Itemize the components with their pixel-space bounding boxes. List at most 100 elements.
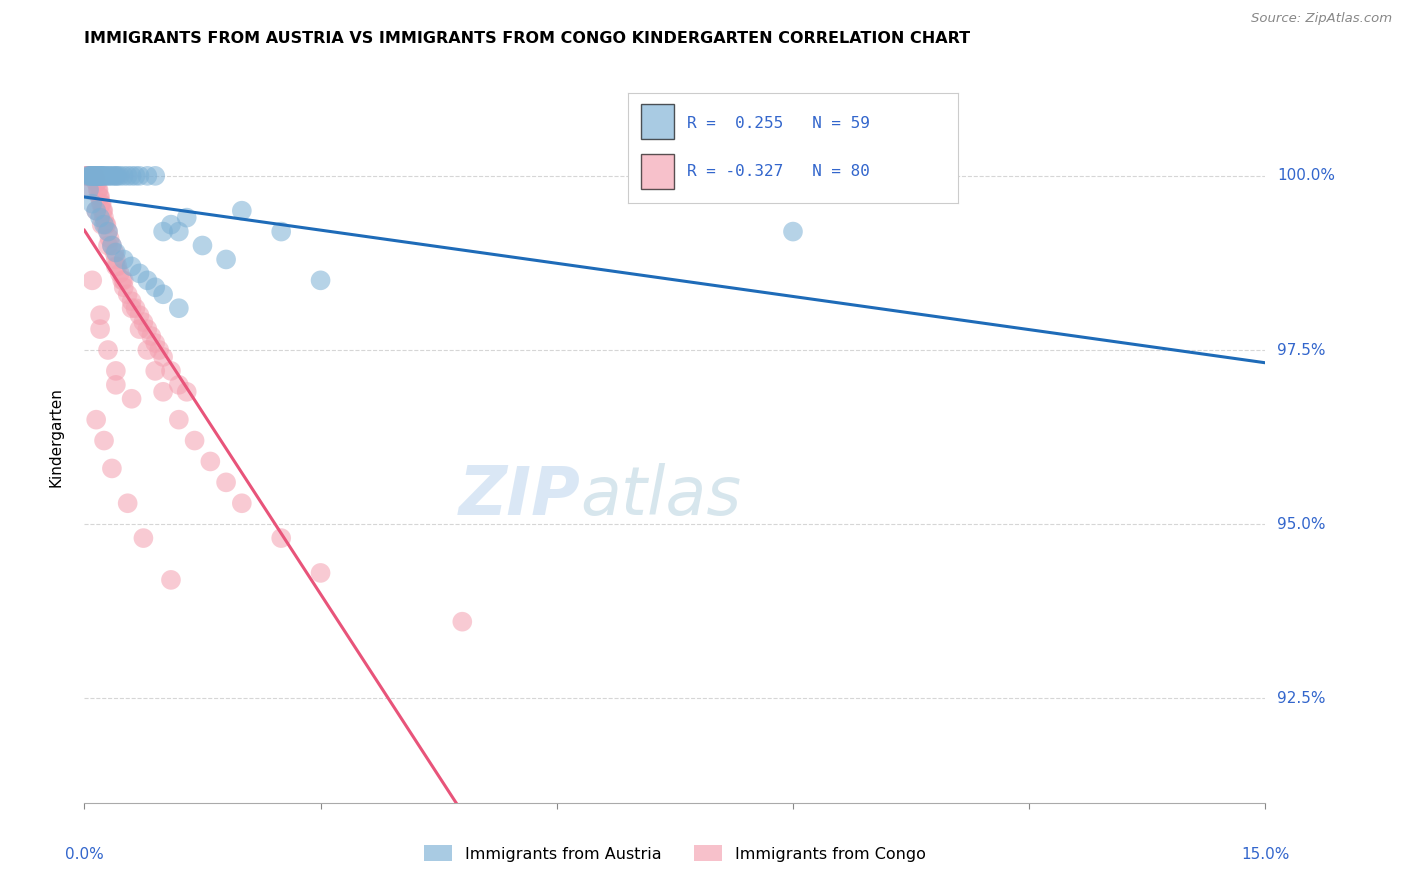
- Point: [77, 183, 100, 197]
- Text: IMMIGRANTS FROM AUSTRIA VS IMMIGRANTS FROM CONGO KINDERGARTEN CORRELATION CHART: IMMIGRANTS FROM AUSTRIA VS IMMIGRANTS FR…: [84, 31, 970, 46]
- Point: [309, 566, 332, 580]
- Point: [84, 169, 107, 183]
- Point: [86, 169, 108, 183]
- Point: [76, 169, 98, 183]
- Point: [82, 169, 104, 183]
- Point: [90, 196, 112, 211]
- Point: [136, 343, 159, 357]
- Text: 95.0%: 95.0%: [1277, 516, 1326, 532]
- FancyBboxPatch shape: [641, 153, 673, 189]
- Point: [98, 231, 121, 245]
- Point: [91, 203, 114, 218]
- Point: [152, 225, 174, 239]
- Point: [160, 218, 183, 232]
- Point: [451, 615, 474, 629]
- Point: [76, 169, 98, 183]
- Point: [79, 169, 101, 183]
- Point: [84, 412, 107, 426]
- Text: Source: ZipAtlas.com: Source: ZipAtlas.com: [1251, 12, 1392, 25]
- Point: [231, 203, 253, 218]
- Point: [96, 218, 118, 232]
- Point: [80, 169, 103, 183]
- Point: [101, 238, 124, 252]
- Point: [270, 531, 292, 545]
- Point: [89, 169, 111, 183]
- Point: [89, 169, 111, 183]
- Point: [112, 273, 135, 287]
- Point: [84, 203, 107, 218]
- Text: 100.0%: 100.0%: [1277, 169, 1336, 184]
- Point: [97, 238, 120, 252]
- FancyBboxPatch shape: [641, 104, 673, 139]
- Point: [200, 454, 222, 468]
- Point: [97, 343, 120, 357]
- Point: [90, 196, 112, 211]
- Point: [121, 301, 143, 316]
- Text: R =  0.255   N = 59: R = 0.255 N = 59: [688, 116, 870, 131]
- Point: [121, 169, 143, 183]
- Point: [107, 260, 129, 274]
- Point: [101, 238, 124, 252]
- Point: [132, 315, 155, 329]
- Point: [87, 183, 110, 197]
- Point: [79, 169, 101, 183]
- Point: [104, 364, 127, 378]
- Point: [231, 496, 253, 510]
- Point: [112, 252, 135, 267]
- Point: [103, 245, 125, 260]
- Text: R = -0.327   N = 80: R = -0.327 N = 80: [688, 164, 870, 178]
- Point: [782, 225, 804, 239]
- Text: 97.5%: 97.5%: [1277, 343, 1326, 358]
- Point: [143, 364, 166, 378]
- Point: [89, 190, 111, 204]
- Point: [191, 238, 214, 252]
- Text: ZIP: ZIP: [458, 463, 581, 529]
- Point: [167, 225, 190, 239]
- Point: [77, 169, 100, 183]
- Point: [215, 475, 238, 490]
- Point: [167, 412, 190, 426]
- Point: [309, 273, 332, 287]
- Point: [84, 203, 107, 218]
- Point: [83, 169, 105, 183]
- Point: [108, 169, 131, 183]
- Point: [98, 169, 121, 183]
- Point: [87, 169, 110, 183]
- Point: [79, 183, 101, 197]
- Point: [104, 377, 127, 392]
- Point: [176, 384, 198, 399]
- Point: [101, 169, 124, 183]
- Point: [104, 169, 127, 183]
- Point: [128, 169, 150, 183]
- Point: [141, 329, 163, 343]
- Point: [132, 531, 155, 545]
- Point: [121, 392, 143, 406]
- Point: [112, 169, 135, 183]
- Point: [80, 169, 103, 183]
- Point: [104, 260, 127, 274]
- Point: [152, 287, 174, 301]
- Point: [93, 434, 115, 448]
- Point: [83, 169, 105, 183]
- Point: [152, 350, 174, 364]
- Point: [93, 169, 115, 183]
- Point: [93, 211, 115, 225]
- Point: [84, 169, 107, 183]
- Point: [83, 169, 105, 183]
- Point: [112, 280, 135, 294]
- Point: [82, 169, 104, 183]
- Point: [111, 273, 134, 287]
- Point: [90, 169, 112, 183]
- Point: [143, 169, 166, 183]
- Point: [143, 336, 166, 351]
- Point: [91, 203, 114, 218]
- Point: [77, 169, 100, 183]
- Point: [148, 343, 170, 357]
- Point: [136, 169, 159, 183]
- Point: [86, 176, 108, 190]
- Point: [128, 322, 150, 336]
- Point: [117, 169, 139, 183]
- Point: [160, 573, 183, 587]
- Point: [97, 169, 120, 183]
- Point: [94, 169, 117, 183]
